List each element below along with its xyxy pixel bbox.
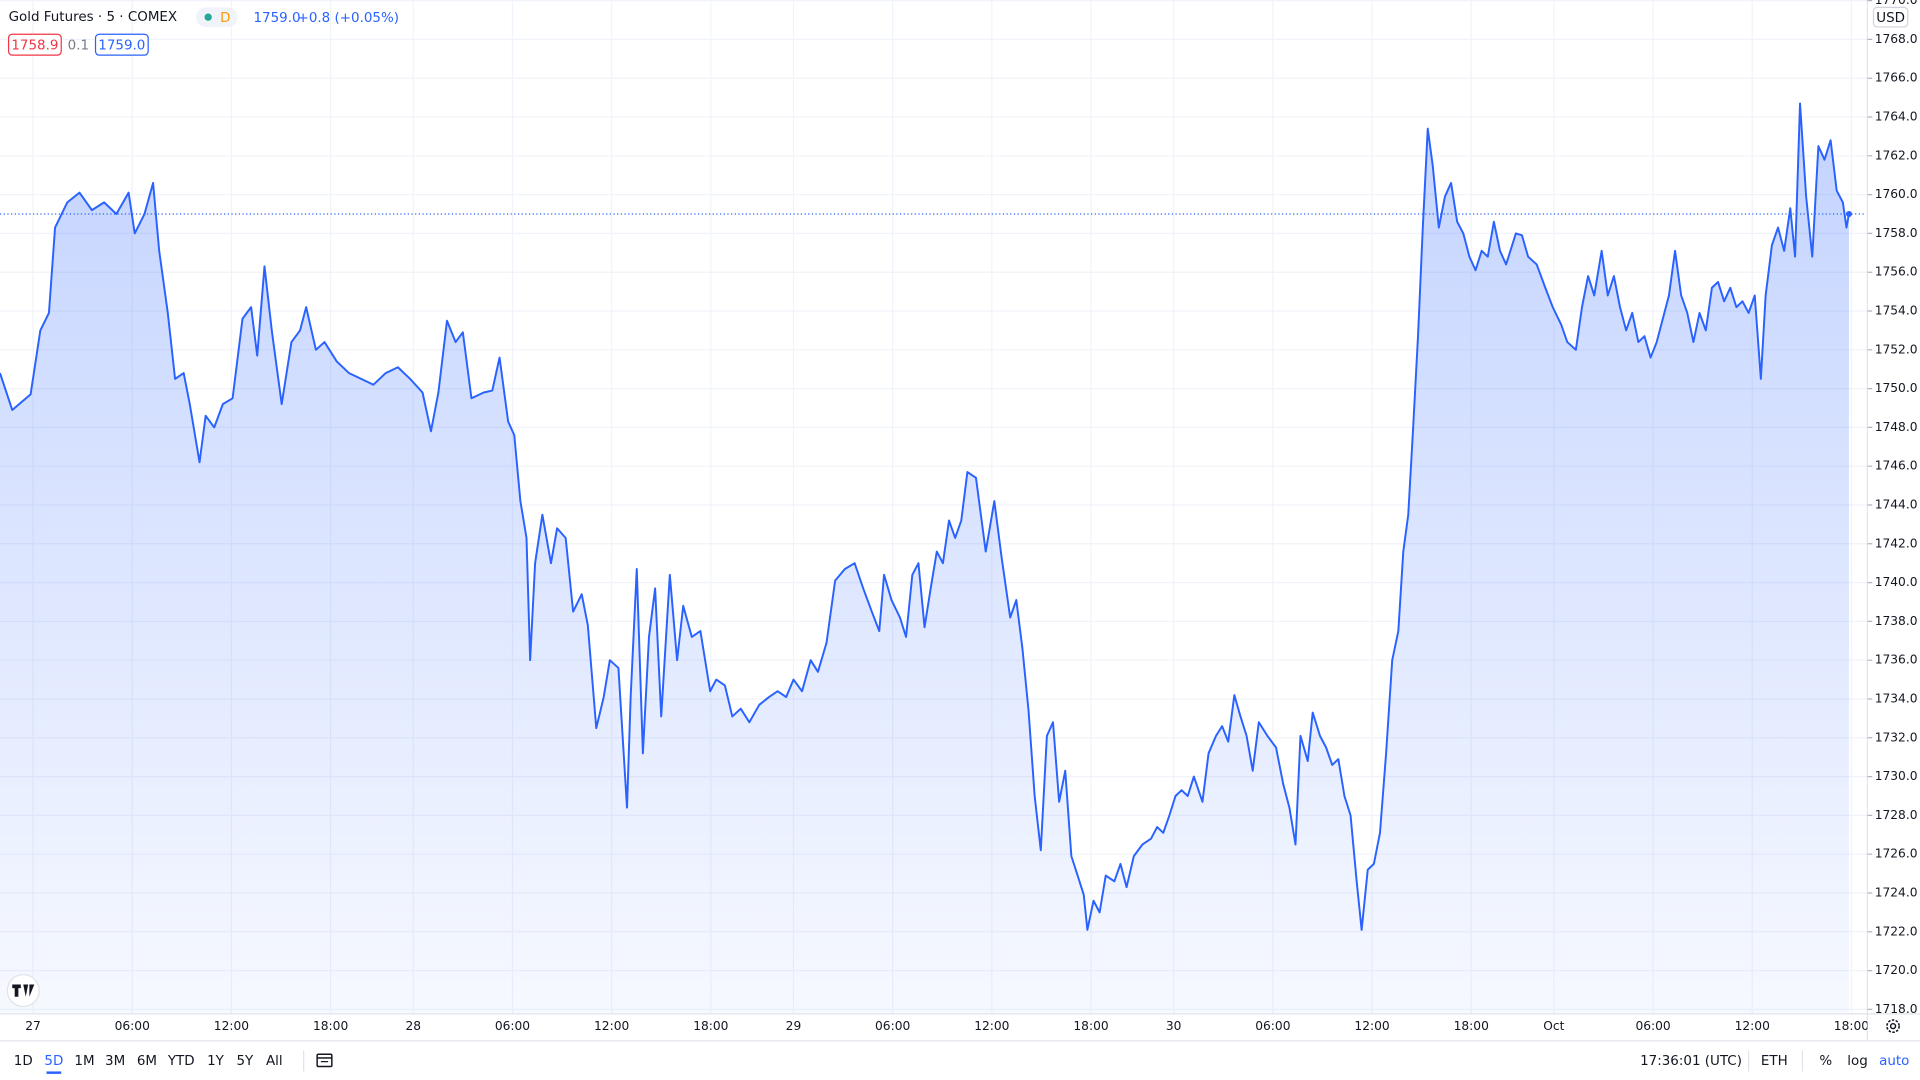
delay-badge: D [220,11,230,26]
last-point [1845,210,1853,218]
scale-toggle[interactable]: log [1847,1054,1868,1069]
last-price: 1759.0 [253,11,300,26]
x-tick-label: 06:00 [495,1019,530,1033]
y-tick-label: 1768.0 [1875,32,1918,46]
x-tick-label: Oct [1543,1019,1564,1033]
bid-price: 1758.9 [11,38,58,53]
y-tick-label: 1758.0 [1875,226,1918,240]
spread: 0.1 [68,38,89,53]
y-tick-label: 1770.0 [1875,0,1918,7]
y-tick-label: 1736.0 [1875,653,1918,667]
scale-toggle[interactable]: % [1819,1054,1832,1069]
range-button[interactable]: 1M [74,1054,94,1069]
y-tick-label: 1766.0 [1875,71,1918,85]
y-tick-label: 1720.0 [1875,963,1918,977]
currency-box[interactable] [1872,6,1909,28]
range-button[interactable]: All [266,1054,283,1069]
y-tick-label: 1744.0 [1875,497,1918,511]
y-tick-label: 1718.0 [1875,1002,1918,1016]
date-range-icon[interactable] [303,1050,333,1072]
x-tick-label: 12:00 [974,1019,1009,1033]
price-change: +0.8 (+0.05%) [298,11,399,26]
range-button[interactable]: 1D [14,1054,33,1069]
bid-box[interactable] [7,33,62,56]
x-tick-label: 18:00 [313,1019,348,1033]
y-tick-label: 1740.0 [1875,575,1918,589]
x-tick-label: 18:00 [1454,1019,1489,1033]
range-button[interactable]: 5Y [237,1054,255,1069]
plot-area [0,102,1864,1014]
x-tick-label: 29 [786,1019,802,1033]
y-tick-label: 1752.0 [1875,342,1918,356]
x-tick-label: 12:00 [1735,1019,1770,1033]
bottom-toolbar: 1D 5D 1M 3M 6M YTD 1Y 5Y All% log auto [14,1054,1909,1074]
y-tick-label: 1746.0 [1875,459,1918,473]
price-line-series [0,102,1850,931]
x-tick-label: 30 [1166,1019,1182,1033]
x-tick-label: 18:00 [1073,1019,1108,1033]
y-tick-label: 1750.0 [1875,381,1918,395]
y-tick-label: 1756.0 [1875,265,1918,279]
time-axis: 27 06:00 12:00 18:00 28 06:00 12:00 18:00 29 06:0… [25,1019,1869,1033]
settings-icon[interactable] [1886,1019,1900,1034]
x-tick-label: 06:00 [875,1019,910,1033]
y-tick-label: 1724.0 [1875,885,1918,899]
logo[interactable] [6,974,40,1008]
y-tick-label: 1734.0 [1875,691,1918,705]
x-tick-label: 06:00 [115,1019,150,1033]
clock: 17:36:01 (UTC) [1640,1054,1742,1069]
market-status-dot [204,13,212,21]
x-tick-label: 28 [405,1019,421,1033]
x-tick-label: 06:00 [1255,1019,1290,1033]
y-tick-label: 1730.0 [1875,769,1918,783]
y-tick-label: 1764.0 [1875,110,1918,124]
y-tick-label: 1728.0 [1875,808,1918,822]
currency: USD [1876,11,1905,26]
scale-toggle[interactable]: auto [1879,1054,1909,1069]
x-tick-label: 06:00 [1635,1019,1670,1033]
x-tick-label: 12:00 [214,1019,249,1033]
area-fill [0,103,1849,1014]
x-tick-label: 18:00 [1834,1019,1869,1033]
y-tick-label: 1748.0 [1875,420,1918,434]
x-tick-label: 27 [25,1019,41,1033]
price-axis: 1718.0 1720.0 1722.0 1724.0 1726.0 1728.0 1730… [1867,0,1918,1016]
y-tick-label: 1722.0 [1875,924,1918,938]
y-tick-label: 1742.0 [1875,536,1918,550]
y-tick-label: 1732.0 [1875,730,1918,744]
x-tick-label: 12:00 [594,1019,629,1033]
range-button[interactable]: 5D [44,1054,63,1069]
ask-box[interactable] [94,33,149,56]
status-pill [195,7,238,27]
y-tick-label: 1738.0 [1875,614,1918,628]
y-tick-label: 1762.0 [1875,148,1918,162]
y-tick-label: 1754.0 [1875,304,1918,318]
ask-price: 1759.0 [98,38,145,53]
session[interactable]: ETH [1761,1054,1788,1069]
range-button[interactable]: 6M [137,1054,157,1069]
x-tick-label: 18:00 [693,1019,728,1033]
range-button[interactable]: YTD [167,1054,195,1069]
range-button[interactable]: 1Y [207,1054,225,1069]
symbol-title: Gold Futures · 5 · COMEX [9,10,178,25]
range-button[interactable]: 3M [105,1054,125,1069]
x-tick-label: 12:00 [1354,1019,1389,1033]
y-tick-label: 1760.0 [1875,187,1918,201]
y-tick-label: 1726.0 [1875,847,1918,861]
